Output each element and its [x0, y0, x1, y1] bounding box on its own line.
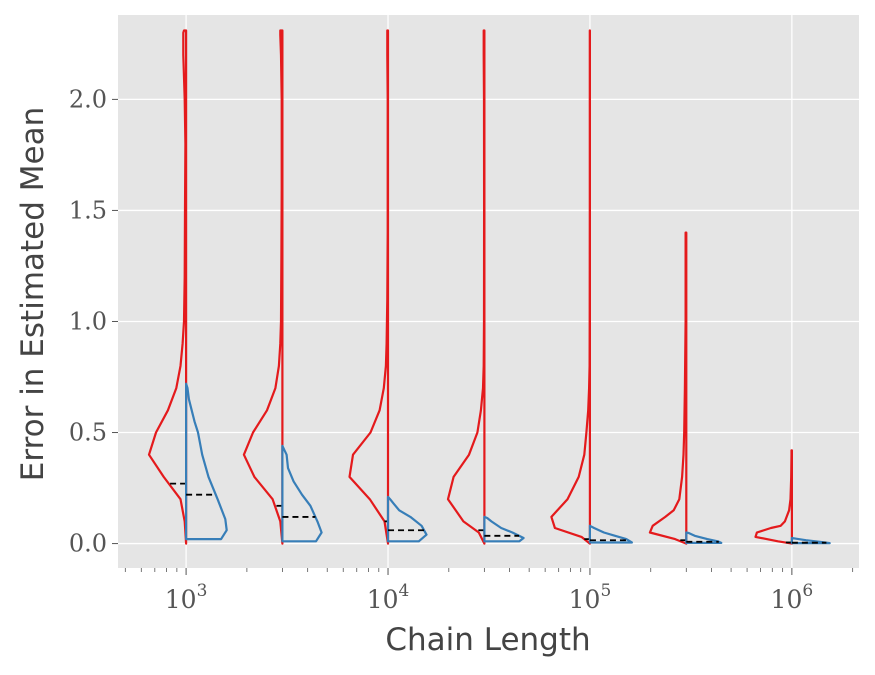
- x-tick-label: 106: [771, 581, 814, 614]
- left-violin: [648, 231, 688, 545]
- y-tick-label: 2.0: [69, 85, 107, 113]
- left-violin: [242, 29, 284, 545]
- right-violin: [185, 382, 228, 541]
- right-violin: [588, 524, 633, 544]
- right-violin: [281, 444, 323, 543]
- x-axis-label: Chain Length: [385, 622, 590, 658]
- left-violin: [754, 449, 793, 545]
- right-violin: [790, 536, 831, 545]
- x-tick-label: 104: [367, 581, 410, 614]
- right-violin: [685, 531, 723, 544]
- y-tick-label: 1.5: [69, 196, 107, 224]
- right-violin: [483, 515, 525, 543]
- x-tick-label: 105: [569, 581, 612, 614]
- left-violin: [147, 29, 188, 545]
- plot-background: [118, 15, 859, 568]
- x-tick-label: 103: [165, 581, 208, 614]
- right-violin: [386, 495, 428, 543]
- left-violin: [550, 29, 591, 545]
- y-tick-label: 0.5: [69, 419, 107, 447]
- violins: [147, 29, 831, 545]
- left-violin: [446, 29, 486, 545]
- y-tick-label: 1.0: [69, 307, 107, 335]
- y-tick-label: 0.0: [69, 530, 107, 558]
- y-axis-label: Error in Estimated Mean: [15, 107, 51, 481]
- axis-ticks: 0.0 0.5 1.0 1.5 2.0 103 104 105 106: [69, 85, 854, 614]
- left-violin: [348, 29, 390, 545]
